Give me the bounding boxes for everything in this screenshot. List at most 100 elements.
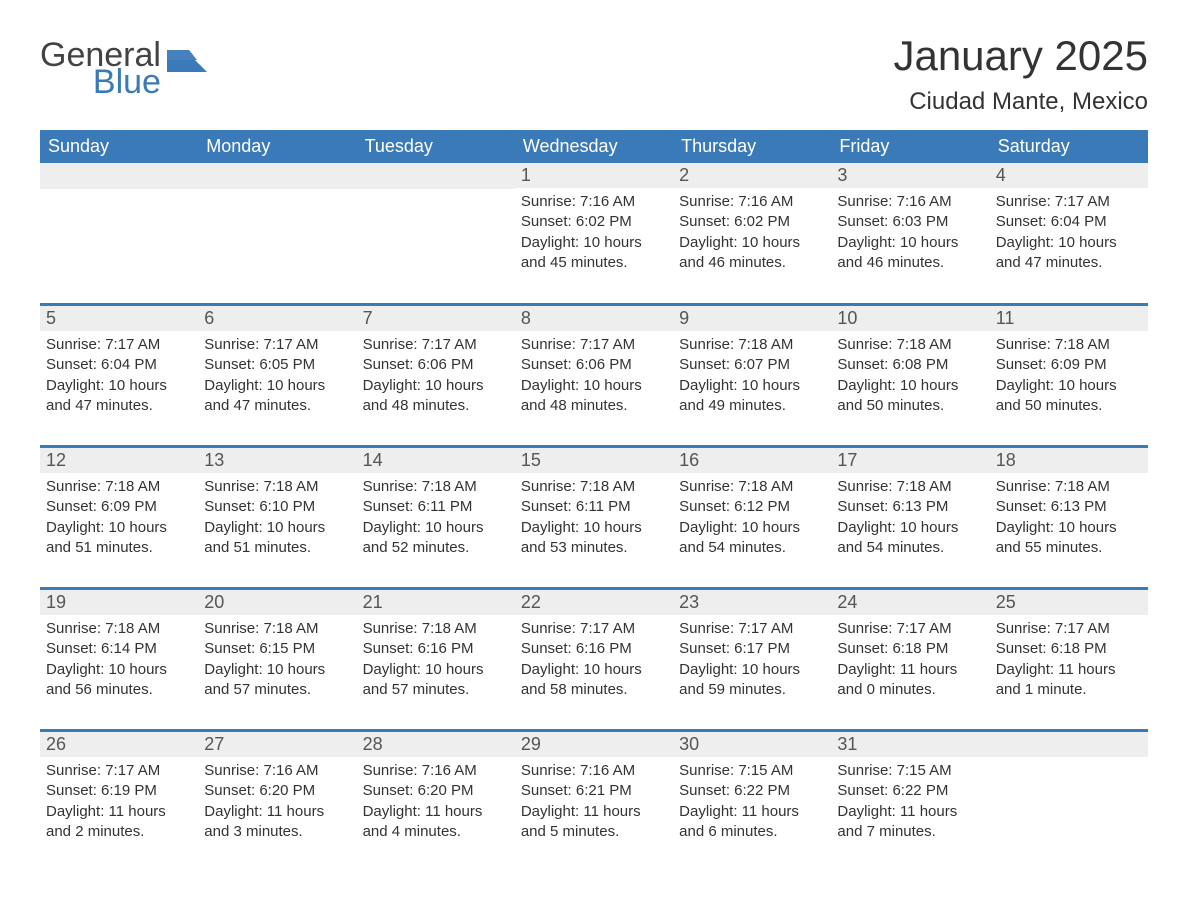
daylight-line2: and 57 minutes. [363,680,509,700]
day-cell [40,163,198,303]
month-title: January 2025 [893,32,1148,80]
day-body: Sunrise: 7:18 AMSunset: 6:11 PMDaylight:… [357,473,515,568]
sunrise-text: Sunrise: 7:17 AM [204,335,350,355]
day-number: 27 [198,731,356,757]
day-cell: 12Sunrise: 7:18 AMSunset: 6:09 PMDayligh… [40,447,198,587]
day-number: 13 [198,447,356,473]
day-cell: 1Sunrise: 7:16 AMSunset: 6:02 PMDaylight… [515,163,673,303]
sunset-text: Sunset: 6:04 PM [46,355,192,375]
sunset-text: Sunset: 6:02 PM [521,212,667,232]
sunrise-text: Sunrise: 7:18 AM [204,619,350,639]
daylight-line1: Daylight: 10 hours [46,518,192,538]
day-cell: 3 Sunrise: 7:16 AMSunset: 6:03 PMDaylight… [831,163,989,303]
day-body: Sunrise: 7:18 AMSunset: 6:09 PMDaylight:… [990,331,1148,426]
day-body: Sunrise: 7:18 AMSunset: 6:09 PMDaylight:… [40,473,198,568]
day-number: 14 [357,447,515,473]
sunrise-text: Sunrise: 7:16 AM [679,192,825,212]
day-number: 2 [673,163,831,188]
day-body: Sunrise: 7:16 AMSunset: 6:21 PMDaylight:… [515,757,673,852]
day-number: 21 [357,589,515,615]
daylight-line1: Daylight: 10 hours [837,233,983,253]
calendar: Sunday Monday Tuesday Wednesday Thursday… [40,130,1148,871]
day-cell: 28Sunrise: 7:16 AMSunset: 6:20 PMDayligh… [357,731,515,871]
daylight-line2: and 53 minutes. [521,538,667,558]
header: General Blue January 2025 Ciudad Mante, … [40,32,1148,126]
day-body: Sunrise: 7:17 AMSunset: 6:17 PMDaylight:… [673,615,831,710]
week-row: 1 Sunrise: 7:16 AM Sunset: 6:02 PM Daylight… [40,163,1148,303]
day-number: 9 [673,305,831,331]
daylight-line1: Daylight: 11 hours [363,802,509,822]
daylight-line2: and 55 minutes. [996,538,1142,558]
sunrise-text: Sunrise: 7:18 AM [363,619,509,639]
day-header-fri: Friday [831,130,989,163]
day-cell: 31Sunrise: 7:15 AMSunset: 6:22 PMDayligh… [831,731,989,871]
daylight-line2: and 4 minutes. [363,822,509,842]
empty-day-number [198,163,356,189]
daylight-line2: and 47 minutes. [204,396,350,416]
daylight-line2: and 52 minutes. [363,538,509,558]
sunrise-text: Sunrise: 7:16 AM [837,192,983,212]
daylight-line2: and 48 minutes. [521,396,667,416]
daylight-line1: Daylight: 10 hours [204,660,350,680]
daylight-line2: and 58 minutes. [521,680,667,700]
day-cell [198,163,356,303]
daylight-line2: and 47 minutes. [996,253,1142,273]
location: Ciudad Mante, Mexico [893,88,1148,116]
sunrise-text: Sunrise: 7:18 AM [204,477,350,497]
sunset-text: Sunset: 6:14 PM [46,639,192,659]
sunset-text: Sunset: 6:09 PM [46,497,192,517]
day-number: 20 [198,589,356,615]
day-body: Sunrise: 7:18 AMSunset: 6:12 PMDaylight:… [673,473,831,568]
day-cell: 20Sunrise: 7:18 AMSunset: 6:15 PMDayligh… [198,589,356,729]
sunrise-text: Sunrise: 7:18 AM [521,477,667,497]
day-body: Sunrise: 7:17 AMSunset: 6:16 PMDaylight:… [515,615,673,710]
day-cell: 24Sunrise: 7:17 AMSunset: 6:18 PMDayligh… [831,589,989,729]
sunrise-text: Sunrise: 7:17 AM [996,192,1142,212]
sunrise-text: Sunrise: 7:16 AM [363,761,509,781]
week-row: 5Sunrise: 7:17 AMSunset: 6:04 PMDaylight… [40,303,1148,445]
daylight-line1: Daylight: 10 hours [679,518,825,538]
day-cell [990,731,1148,871]
daylight-line2: and 54 minutes. [837,538,983,558]
sunset-text: Sunset: 6:15 PM [204,639,350,659]
day-cell: 6Sunrise: 7:17 AMSunset: 6:05 PMDaylight… [198,305,356,445]
sunrise-text: Sunrise: 7:17 AM [46,761,192,781]
sunrise-text: Sunrise: 7:17 AM [679,619,825,639]
daylight-line1: Daylight: 10 hours [837,518,983,538]
sunset-text: Sunset: 6:08 PM [837,355,983,375]
day-cell: 27Sunrise: 7:16 AMSunset: 6:20 PMDayligh… [198,731,356,871]
sunset-text: Sunset: 6:03 PM [837,212,983,232]
week-row: 12Sunrise: 7:18 AMSunset: 6:09 PMDayligh… [40,445,1148,587]
daylight-line1: Daylight: 10 hours [679,376,825,396]
day-body: Sunrise: 7:18 AMSunset: 6:11 PMDaylight:… [515,473,673,568]
logo-text: General Blue [40,40,161,97]
day-number: 12 [40,447,198,473]
sunrise-text: Sunrise: 7:16 AM [204,761,350,781]
day-cell: 8Sunrise: 7:17 AMSunset: 6:06 PMDaylight… [515,305,673,445]
day-cell: 19Sunrise: 7:18 AMSunset: 6:14 PMDayligh… [40,589,198,729]
daylight-line1: Daylight: 10 hours [363,660,509,680]
day-number: 1 [515,163,673,188]
day-number: 3 [831,163,989,188]
daylight-line1: Daylight: 10 hours [679,660,825,680]
daylight-line2: and 51 minutes. [204,538,350,558]
sunset-text: Sunset: 6:07 PM [679,355,825,375]
day-header-tue: Tuesday [357,130,515,163]
day-number: 31 [831,731,989,757]
daylight-line1: Daylight: 10 hours [363,376,509,396]
day-body: Sunrise: 7:17 AMSunset: 6:18 PMDaylight:… [831,615,989,710]
daylight-line2: and 48 minutes. [363,396,509,416]
sunrise-text: Sunrise: 7:17 AM [996,619,1142,639]
day-cell: 4Sunrise: 7:17 AMSunset: 6:04 PMDaylight… [990,163,1148,303]
empty-day-number [990,731,1148,757]
day-number: 26 [40,731,198,757]
weeks-container: 1 Sunrise: 7:16 AM Sunset: 6:02 PM Daylight… [40,163,1148,871]
day-cell: 23Sunrise: 7:17 AMSunset: 6:17 PMDayligh… [673,589,831,729]
daylight-line2: and 59 minutes. [679,680,825,700]
day-body: Sunrise: 7:18 AMSunset: 6:08 PMDaylight:… [831,331,989,426]
day-body: Sunrise: 7:18 AMSunset: 6:15 PMDaylight:… [198,615,356,710]
daylight-line1: Daylight: 10 hours [837,376,983,396]
daylight-line2: and 45 minutes. [521,253,667,273]
day-cell: 10Sunrise: 7:18 AMSunset: 6:08 PMDayligh… [831,305,989,445]
week-row: 19Sunrise: 7:18 AMSunset: 6:14 PMDayligh… [40,587,1148,729]
